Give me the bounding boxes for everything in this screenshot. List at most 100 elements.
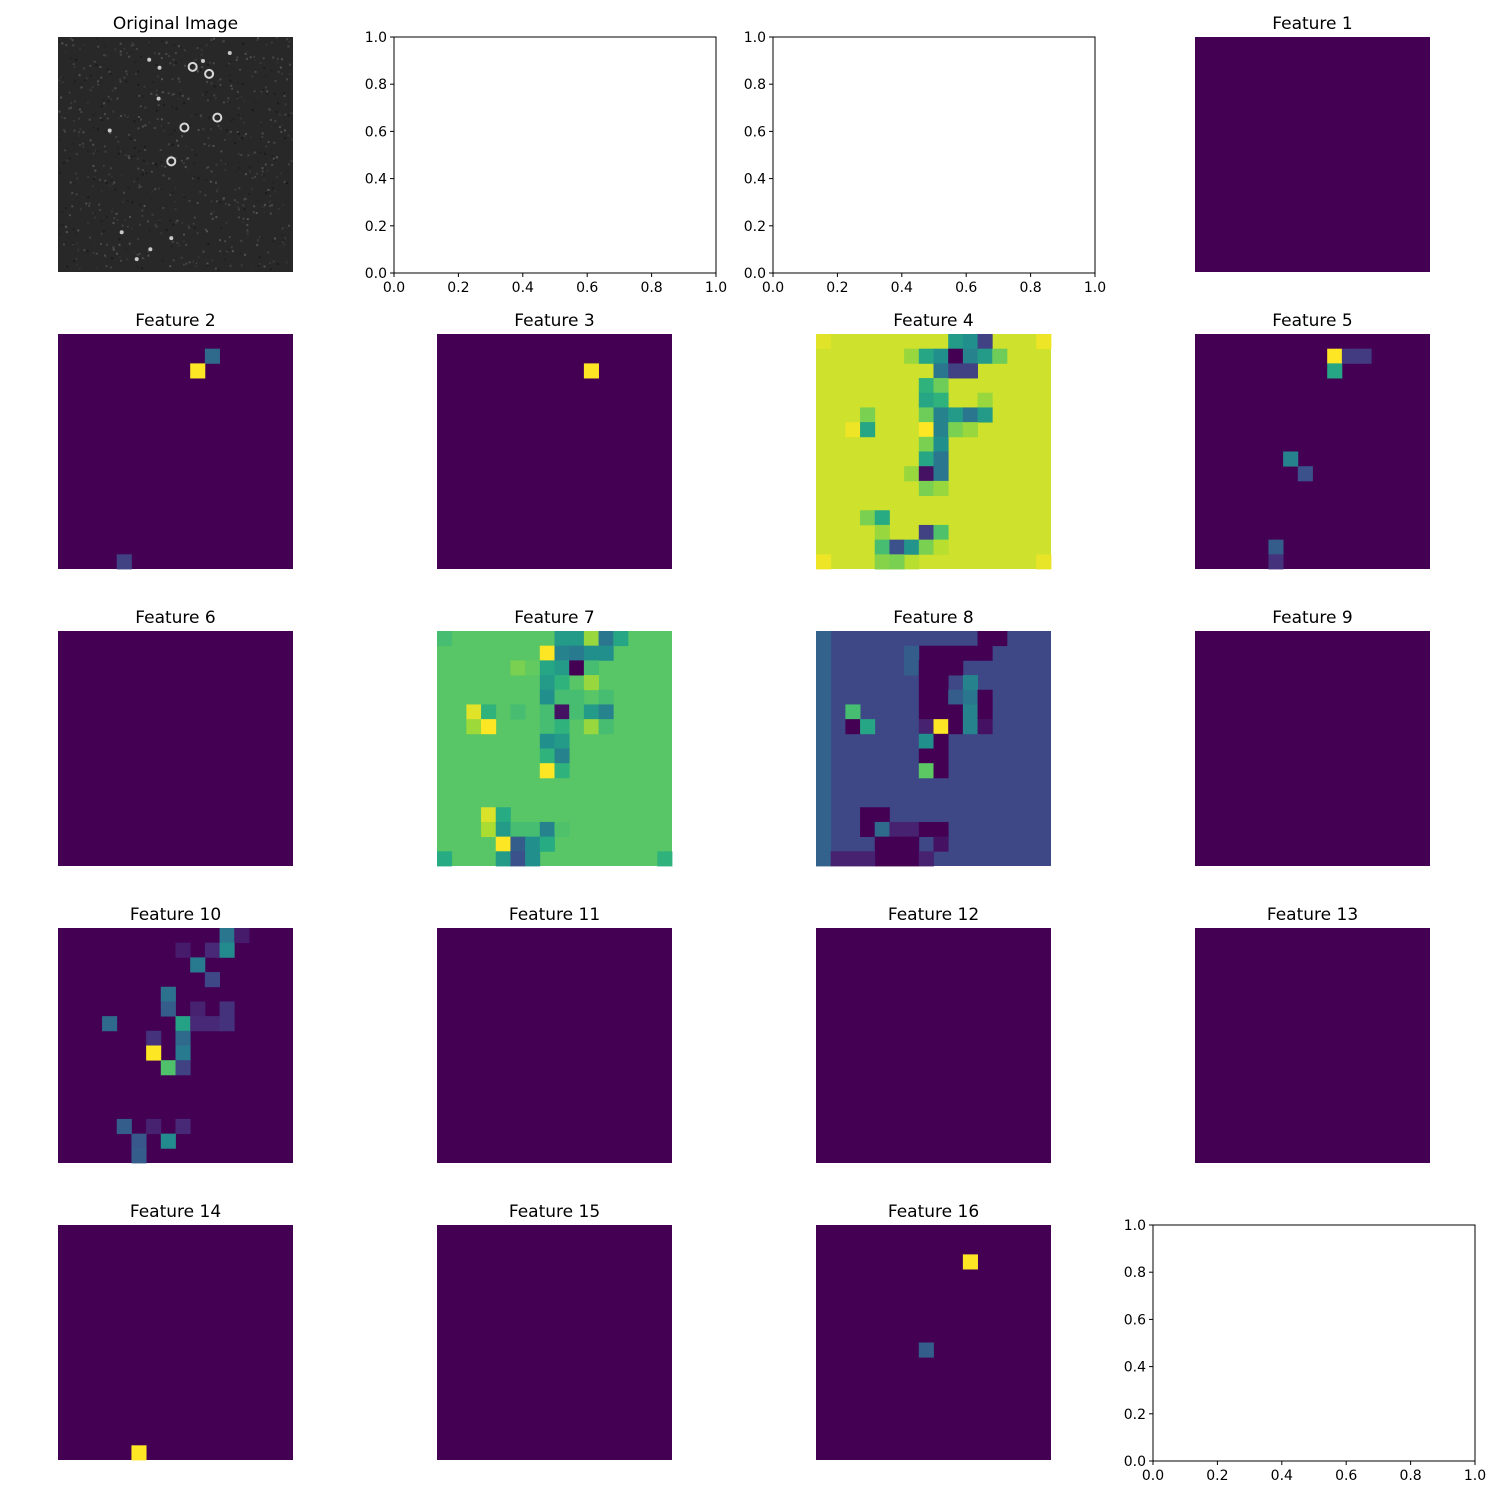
heatmap-cell	[933, 539, 949, 555]
heatmap-cell	[977, 631, 993, 647]
heatmap-cell	[874, 539, 890, 555]
heatmap-cell	[889, 539, 905, 555]
heatmap-cell	[1283, 451, 1299, 467]
heatmap-cell	[816, 660, 832, 676]
heatmap-cell	[962, 645, 978, 661]
heatmap-cell	[816, 851, 832, 867]
heatmap-cell	[1268, 554, 1284, 570]
heatmap-background	[437, 928, 672, 1163]
heatmap-cell	[860, 821, 876, 838]
subplot-5: Feature 2	[58, 311, 293, 570]
subplot-16: Feature 13	[1195, 905, 1430, 1163]
heatmap-background	[1195, 37, 1430, 272]
heatmap-cell	[554, 704, 570, 720]
heatmap-cell	[554, 748, 570, 764]
heatmap-cell	[977, 719, 993, 735]
heatmap-cell	[860, 407, 876, 423]
heatmap-cell	[933, 821, 949, 838]
x-tick-label: 0.6	[955, 280, 977, 296]
heatmap-cell	[918, 851, 934, 867]
image-dot-spot	[147, 57, 152, 62]
subplot-title: Feature 10	[130, 905, 221, 925]
heatmap-cell	[554, 631, 570, 647]
heatmap-cell	[160, 1001, 176, 1017]
heatmap-cell	[977, 689, 993, 705]
heatmap-cell	[554, 763, 570, 779]
heatmap-cell	[190, 363, 206, 379]
heatmap-cell	[918, 466, 934, 482]
image-dot-spot	[157, 65, 162, 70]
heatmap-cell	[918, 645, 934, 661]
heatmap-cell	[583, 704, 599, 720]
y-tick-label: 0.2	[744, 219, 766, 235]
heatmap-cell	[481, 821, 497, 838]
heatmap-background	[437, 334, 672, 569]
heatmap-cell	[918, 422, 934, 438]
heatmap-cell	[816, 733, 832, 749]
heatmap-cell	[904, 851, 920, 867]
subplot-14: Feature 11	[437, 905, 672, 1163]
heatmap-cell	[816, 763, 832, 779]
heatmap-cell	[569, 631, 585, 647]
heatmap-cell	[918, 1342, 934, 1358]
heatmap-cell	[598, 719, 614, 735]
heatmap-cell	[933, 407, 949, 423]
heatmap-cell	[219, 942, 235, 958]
heatmap-cell	[539, 748, 555, 764]
subplot-title: Feature 4	[893, 311, 973, 331]
heatmap-cell	[816, 807, 832, 823]
heatmap-cell	[860, 719, 876, 735]
heatmap-cell	[860, 422, 876, 438]
heatmap-cell	[466, 704, 482, 720]
heatmap-cell	[816, 645, 832, 661]
subplot-13: Feature 10	[58, 905, 293, 1164]
heatmap-cell	[918, 539, 934, 555]
subplot-19: Feature 16	[816, 1202, 1051, 1460]
heatmap-cell	[175, 1045, 191, 1061]
heatmap-background	[1195, 334, 1430, 569]
subplot-title: Feature 16	[888, 1202, 979, 1222]
y-tick-label: 0.6	[365, 124, 387, 140]
heatmap-cell	[525, 821, 541, 838]
heatmap-cell	[918, 524, 934, 541]
heatmap-cell	[889, 851, 905, 867]
heatmap-cell	[219, 928, 235, 944]
heatmap-cell	[816, 777, 832, 793]
heatmap-cell	[204, 972, 220, 988]
heatmap-cell	[860, 510, 876, 526]
x-tick-label: 0.2	[1206, 1468, 1228, 1484]
image-ring-spot	[187, 61, 198, 72]
heatmap-cell	[539, 719, 555, 735]
heatmap-cell	[933, 675, 949, 691]
heatmap-cell	[583, 719, 599, 735]
heatmap-cell	[539, 645, 555, 661]
subplot-10: Feature 7	[437, 608, 673, 867]
subplot-title: Feature 8	[893, 608, 973, 628]
subplot-12: Feature 9	[1195, 608, 1430, 866]
x-tick-label: 0.2	[826, 280, 848, 296]
image-dot-spot	[169, 236, 174, 241]
x-tick-label: 1.0	[705, 280, 727, 296]
subplot-title: Feature 5	[1272, 311, 1352, 331]
heatmap-cell	[495, 821, 511, 838]
subplot-title: Feature 6	[135, 608, 215, 628]
subplot-3: 0.00.0 0.2 0.2 0.4 0.4 0.6 0.6 0.8 0.8 1.0 1.0	[744, 30, 1106, 296]
y-tick-label: 0.4	[744, 172, 766, 188]
image-dot-spot	[200, 58, 205, 63]
heatmap-cell	[816, 554, 832, 570]
heatmap-cell	[1036, 334, 1052, 350]
heatmap-cell	[466, 719, 482, 735]
heatmap-cell	[845, 704, 861, 720]
heatmap-cell	[962, 422, 978, 438]
empty-axes-frame	[1152, 1224, 1476, 1462]
heatmap-cell	[874, 821, 890, 838]
subplot-title: Feature 15	[509, 1202, 600, 1222]
heatmap-cell	[992, 348, 1008, 364]
heatmap-cell	[918, 763, 934, 779]
heatmap-cell	[219, 1016, 235, 1032]
heatmap-cell	[204, 942, 220, 958]
subplot-20: 0.00.0 0.2 0.2 0.4 0.4 0.6 0.6 0.8 0.8 1.0 1.0	[1124, 1218, 1486, 1484]
heatmap-cell	[146, 1045, 162, 1061]
heatmap-cell	[554, 645, 570, 661]
